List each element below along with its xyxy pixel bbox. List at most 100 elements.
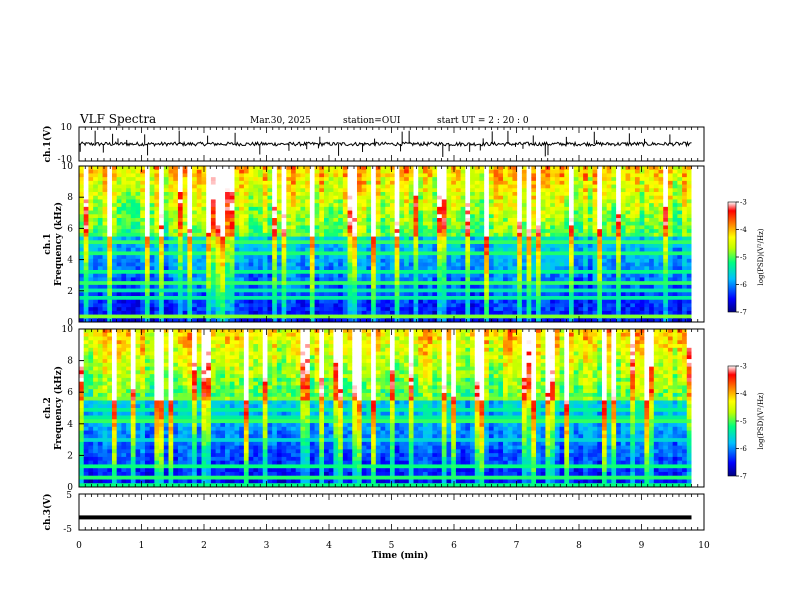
ch1-spectrogram-cell	[432, 240, 438, 245]
ch1-spectrogram-cell	[361, 184, 367, 189]
ch1-spectrogram-cell	[220, 214, 226, 219]
ch1-spectrogram-cell	[229, 318, 235, 323]
ch1-spectrogram-cell	[597, 251, 603, 256]
ch1-spectrogram-cell	[630, 281, 636, 286]
ch1-spectrogram-cell	[545, 307, 551, 312]
ch1-spectrogram-cell	[352, 210, 358, 215]
ch1-spectrogram-cell	[597, 177, 603, 182]
ch1-spectrogram-cell	[385, 169, 391, 174]
ch1-spectrogram-cell	[97, 244, 103, 249]
ch1-spectrogram-cell	[220, 299, 226, 304]
ch1-spectrogram-cell	[371, 188, 377, 193]
ch1-spectrogram-cell	[79, 244, 85, 249]
ch1-spectrogram-cell	[550, 232, 556, 237]
ch1-spectrogram-cell	[470, 266, 476, 271]
ch1-spectrogram-cell	[239, 310, 245, 315]
ch1-spectrogram-cell	[625, 273, 631, 278]
ch1-spectrogram-cell	[187, 281, 193, 286]
ch1-spectrogram-cell	[616, 221, 622, 226]
ch1-spectrogram-cell	[479, 303, 485, 308]
ch1-spectrogram-cell	[267, 307, 273, 312]
ch1-spectrogram-cell	[536, 262, 542, 267]
ch1-spectrogram-cell	[267, 244, 273, 249]
ch1-spectrogram-cell	[168, 236, 174, 241]
ch1-spectrogram-cell	[470, 296, 476, 301]
ch1-spectrogram-cell	[239, 251, 245, 256]
ch1-spectrogram-cell	[375, 251, 381, 256]
ch1-spectrogram-cell	[385, 292, 391, 297]
ch1-spectrogram-cell	[479, 180, 485, 185]
ch1-spectrogram-cell	[168, 310, 174, 315]
ch1-spectrogram-cell	[220, 192, 226, 197]
ch1-spectrogram-cell	[177, 232, 184, 237]
ch1-spectrogram-cell	[408, 188, 414, 193]
ch1-spectrogram-cell	[272, 188, 278, 193]
ch1-spectrogram-cell	[243, 247, 250, 252]
ch1-spectrogram-cell	[418, 229, 424, 234]
ch1-spectrogram-cell	[597, 314, 603, 319]
ch1-spectrogram-cell	[239, 281, 245, 286]
ch1-spectrogram-cell	[437, 232, 443, 237]
ch1-spectrogram-cell	[531, 229, 537, 234]
ch1-spectrogram-cell	[394, 284, 400, 289]
ch1-spectrogram-cell	[625, 277, 631, 282]
ch1-spectrogram-cell	[611, 195, 617, 200]
ch1-spectrogram-cell	[620, 173, 626, 178]
ch1-spectrogram-cell	[328, 229, 334, 234]
ch1-spectrogram-cell	[488, 266, 495, 271]
ch1-spectrogram-cell	[484, 218, 490, 223]
ch1-spectrogram-cell	[559, 236, 565, 241]
ch1-spectrogram-cell	[126, 169, 132, 174]
station-label: station=OUI	[343, 116, 401, 126]
ch1-spectrogram-cell	[531, 173, 537, 178]
ch1-spectrogram-cell	[366, 310, 372, 315]
ch1-spectrogram-cell	[399, 184, 405, 189]
ch1-spectrogram-cell	[215, 192, 221, 197]
ch1-spectrogram-cell	[385, 206, 391, 211]
ch1-spectrogram-cell	[385, 307, 391, 312]
ch1-spectrogram-cell	[385, 262, 391, 267]
ch1-spectrogram-cell	[465, 232, 471, 237]
ch1-spectrogram-cell	[418, 218, 424, 223]
ch1-spectrogram-cell	[625, 244, 631, 249]
ch1-spectrogram-cell	[342, 184, 348, 189]
ch1-spectrogram-cell	[559, 195, 565, 200]
ch1-spectrogram-cell	[503, 240, 509, 245]
ch1-spectrogram-cell	[154, 251, 160, 256]
ch1-spectrogram-cell	[441, 247, 447, 252]
ch1-spectrogram-cell	[422, 236, 429, 241]
ch1-spectrogram-cell	[342, 255, 348, 260]
ch1-spectrogram-cell	[234, 288, 240, 293]
ch1-spectrogram-cell	[531, 210, 537, 215]
ch1-spectrogram-cell	[267, 318, 273, 323]
ch1-spectrogram-cell	[569, 281, 575, 286]
ch1-spectrogram-cell	[446, 310, 452, 315]
ch1-spectrogram-cell	[488, 232, 495, 237]
ch1-spectrogram-cell	[130, 195, 136, 200]
ch1-spectrogram-cell	[413, 277, 419, 282]
ch1-spectrogram-cell	[587, 225, 593, 230]
ch1-spectrogram-cell	[276, 318, 282, 323]
ch1-spectrogram-cell	[126, 258, 132, 263]
ch1-spectrogram-cell	[488, 199, 495, 204]
ch1-spectrogram-cell	[79, 229, 85, 234]
ch1-spectrogram-cell	[140, 296, 146, 301]
ch1-spectrogram-cell	[437, 288, 443, 293]
ch1-spectrogram-cell	[267, 232, 273, 237]
ch1-spectrogram-cell	[163, 214, 169, 219]
ch1-spectrogram-cell	[93, 218, 99, 223]
ch1-spectrogram-cell	[295, 166, 301, 171]
ch1-spectrogram-cell	[135, 247, 141, 252]
ch1-spectrogram-cell	[512, 284, 518, 289]
ch1-spectrogram-cell	[488, 284, 495, 289]
ch1-spectrogram-cell	[583, 225, 589, 230]
ch1-spectrogram-cell	[361, 180, 367, 185]
ch1-spectrogram-cell	[564, 255, 570, 260]
ch1-spectrogram-cell	[465, 251, 471, 256]
ch1-spectrogram-cell	[611, 255, 617, 260]
ch1-spectrogram-cell	[465, 262, 471, 267]
ch1-spectrogram-cell	[625, 180, 631, 185]
ch1-spectrogram-cell	[309, 218, 315, 223]
ch1-spectrogram-cell	[276, 277, 282, 282]
ch1-spectrogram-cell	[272, 266, 278, 271]
